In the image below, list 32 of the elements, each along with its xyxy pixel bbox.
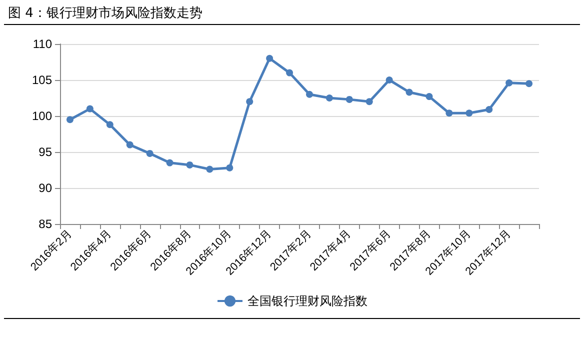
point — [266, 54, 274, 62]
y-tick-label: 95 — [38, 145, 52, 159]
chart-title: 图 4：银行理财市场风险指数走势 — [8, 5, 202, 22]
legend-label: 全国银行理财风险指数 — [248, 294, 368, 308]
y-tick-label: 110 — [32, 37, 52, 51]
point — [86, 105, 94, 112]
point — [466, 110, 473, 117]
point — [166, 159, 174, 166]
point — [226, 164, 234, 172]
point — [506, 79, 513, 86]
point — [306, 90, 313, 98]
y-tick-label: 90 — [38, 181, 52, 195]
y-tick-label: 105 — [32, 73, 52, 87]
point — [106, 121, 114, 128]
point — [426, 93, 433, 100]
point — [326, 94, 333, 102]
point — [126, 141, 134, 148]
point — [206, 166, 214, 173]
point — [486, 106, 493, 114]
point — [526, 80, 533, 88]
point — [186, 161, 194, 168]
y-tick-label: 85 — [38, 217, 52, 231]
point — [446, 110, 453, 117]
point — [346, 96, 353, 103]
point — [366, 98, 373, 106]
point — [146, 150, 154, 157]
point — [246, 98, 254, 106]
point — [286, 69, 294, 76]
point — [406, 88, 413, 96]
point — [66, 116, 74, 124]
y-tick-label: 100 — [32, 109, 52, 123]
point — [386, 76, 393, 84]
